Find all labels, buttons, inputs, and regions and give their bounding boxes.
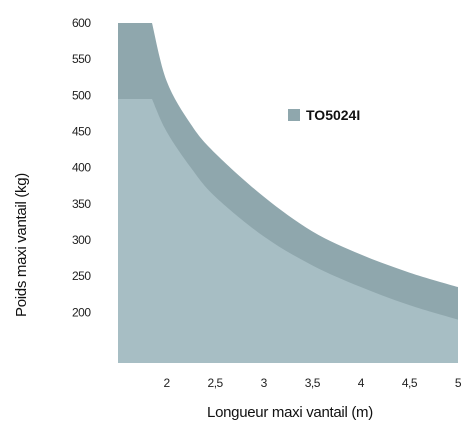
x-axis-title: Longueur maxi vantail (m) — [207, 404, 373, 421]
y-tick-label: 550 — [72, 52, 91, 66]
x-axis-ticks: 2 2,5 3 3,5 4 4,5 5 — [163, 376, 462, 390]
y-tick-label: 500 — [72, 88, 91, 102]
x-tick-label: 4 — [358, 376, 365, 390]
y-tick-label: 300 — [72, 233, 91, 247]
chart-areas — [118, 23, 458, 363]
x-tick-label: 4,5 — [402, 376, 418, 390]
legend: TO5024I — [288, 107, 360, 123]
legend-swatch — [288, 109, 300, 121]
x-tick-label: 2,5 — [208, 376, 224, 390]
y-tick-label: 600 — [72, 16, 91, 30]
y-axis-ticks: 200 250 300 350 400 450 500 550 600 — [72, 16, 92, 319]
x-tick-label: 2 — [163, 376, 170, 390]
legend-label: TO5024I — [306, 107, 360, 123]
y-tick-label: 400 — [72, 161, 91, 175]
y-tick-label: 450 — [72, 125, 91, 139]
x-tick-label: 3,5 — [305, 376, 321, 390]
x-tick-label: 5 — [455, 376, 462, 390]
series-area-inner — [118, 98, 458, 363]
y-tick-label: 200 — [72, 305, 91, 319]
y-tick-label: 250 — [72, 269, 91, 283]
y-tick-label: 350 — [72, 197, 91, 211]
x-tick-label: 3 — [261, 376, 268, 390]
y-axis-title: Poids maxi vantail (kg) — [13, 173, 30, 317]
